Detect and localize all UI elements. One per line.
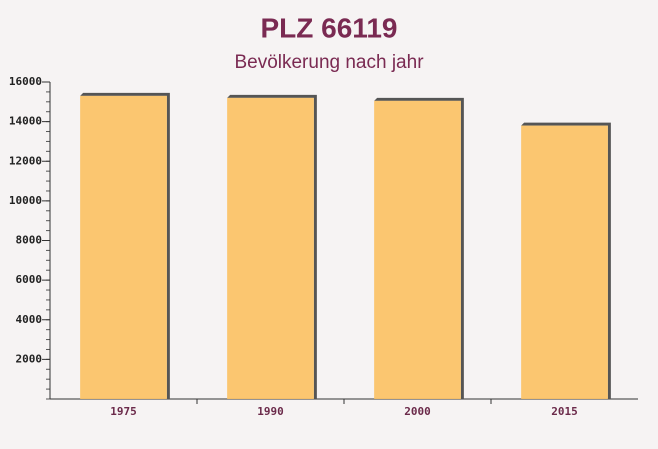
y-tick-label: 2000: [16, 352, 43, 365]
y-tick-label: 12000: [9, 154, 42, 167]
bar: [374, 100, 461, 400]
chart-subtitle: Bevölkerung nach jahr: [234, 52, 424, 73]
x-tick-label: 1975: [110, 405, 137, 418]
x-tick-label: 2015: [551, 405, 578, 418]
bar: [521, 125, 608, 400]
chart-title: PLZ 66119: [261, 12, 398, 43]
y-tick-label: 8000: [16, 234, 43, 247]
bar: [80, 95, 167, 400]
y-tick-label: 4000: [16, 313, 43, 326]
bar: [227, 97, 314, 399]
x-tick-label: 1990: [257, 405, 284, 418]
x-tick-label: 2000: [404, 405, 431, 418]
y-tick-label: 6000: [16, 273, 43, 286]
y-tick-label: 14000: [9, 115, 42, 128]
y-tick-label: 10000: [9, 194, 42, 207]
y-tick-label: 16000: [9, 75, 42, 88]
